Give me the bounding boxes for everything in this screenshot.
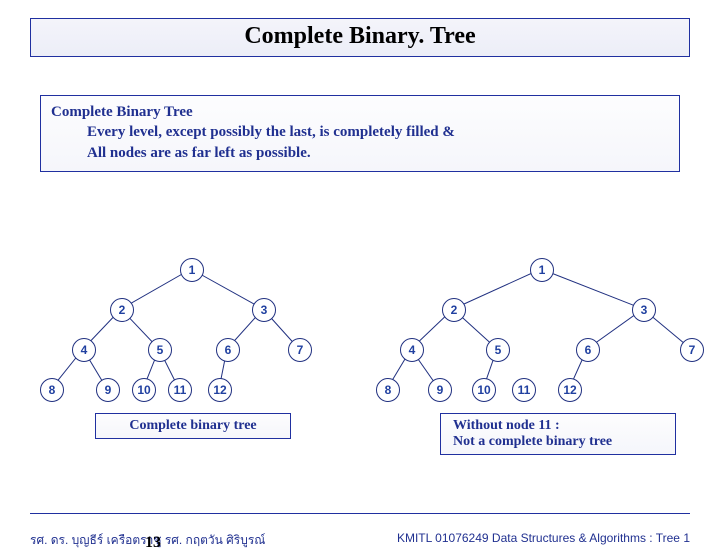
tree-node: 12: [558, 378, 582, 402]
tree-node: 6: [216, 338, 240, 362]
tree-node: 1: [530, 258, 554, 282]
tree-node: 11: [168, 378, 192, 402]
tree-node: 5: [486, 338, 510, 362]
tree-node: 4: [72, 338, 96, 362]
tree-node: 7: [288, 338, 312, 362]
definition-line-1: Every level, except possibly the last, i…: [51, 122, 669, 142]
tree-node: 10: [472, 378, 496, 402]
tree-node: 8: [40, 378, 64, 402]
tree-node: 3: [632, 298, 656, 322]
definition-heading: Complete Binary Tree: [51, 102, 669, 122]
tree-node: 6: [576, 338, 600, 362]
page-number: 13: [145, 534, 161, 552]
footer-rule: [30, 513, 690, 514]
tree-node: 3: [252, 298, 276, 322]
tree-node: 5: [148, 338, 172, 362]
tree-node: 9: [96, 378, 120, 402]
tree-node: 1: [180, 258, 204, 282]
tree-node: 10: [132, 378, 156, 402]
title-text: Complete Binary. Tree: [244, 23, 475, 49]
definition-box: Complete Binary Tree Every level, except…: [40, 95, 680, 172]
tree-node: 2: [110, 298, 134, 322]
tree-edges-svg: [0, 248, 720, 448]
tree-node: 11: [512, 378, 536, 402]
tree-node: 4: [400, 338, 424, 362]
tree-node: 9: [428, 378, 452, 402]
trees-area: 123456789101112123456789101112: [0, 248, 720, 448]
slide-title: Complete Binary. Tree: [30, 18, 690, 57]
tree-node: 12: [208, 378, 232, 402]
definition-line-2: All nodes are as far left as possible.: [51, 143, 669, 163]
tree-node: 7: [680, 338, 704, 362]
footer: รศ. ดร. บุญธีร์ เครือตราชู รศ. กฤตวัน ศิ…: [30, 531, 690, 550]
tree-node: 8: [376, 378, 400, 402]
tree-node: 2: [442, 298, 466, 322]
footer-right: KMITL 01076249 Data Structures & Algorit…: [397, 531, 690, 545]
